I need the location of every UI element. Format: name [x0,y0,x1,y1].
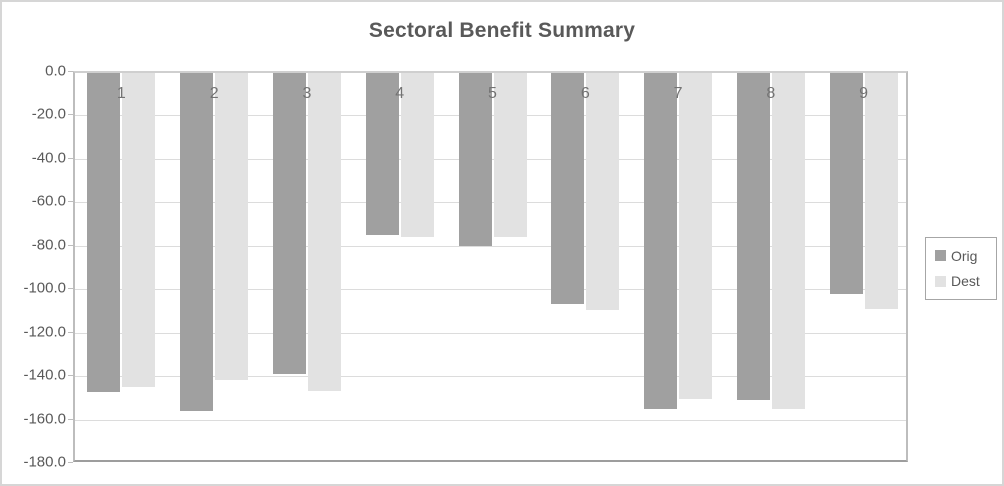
category-label-9: 9 [859,85,869,102]
y-axis-tick-label: -140.0 [23,366,66,384]
y-axis-tick [68,114,73,116]
bar-orig-3[interactable] [272,73,306,374]
bar-dest-4[interactable] [400,73,434,237]
bar-dest-1[interactable] [122,73,156,387]
legend[interactable]: Orig Dest [925,237,997,300]
y-axis-tick [68,157,73,159]
bar-orig-8[interactable] [736,73,770,400]
category-label-4: 4 [395,85,405,102]
y-axis-tick [68,375,73,377]
bar-dest-9[interactable] [864,73,898,309]
legend-item-orig[interactable]: Orig [935,248,996,264]
bar-dest-7[interactable] [679,73,713,399]
category-label-7: 7 [673,85,683,102]
y-axis-tick-label: -60.0 [31,192,66,210]
legend-marker-orig [935,250,946,262]
bar-orig-2[interactable] [180,73,214,411]
bar-orig-7[interactable] [644,73,678,409]
y-axis-tick-label: -20.0 [31,105,66,123]
y-axis-tick-label: -120.0 [23,323,66,341]
category-label-2: 2 [209,85,219,102]
category-label-3: 3 [302,85,312,102]
y-axis-tick [68,418,73,420]
y-axis-tick [68,201,73,203]
legend-label-dest: Dest [951,273,980,290]
gridline [75,289,906,291]
bar-orig-6[interactable] [551,73,585,305]
legend-label-orig: Orig [951,247,978,264]
bar-dest-2[interactable] [215,73,249,381]
y-axis-tick-label: -40.0 [31,149,66,167]
category-label-8: 8 [766,85,776,102]
y-axis-tick [68,288,73,290]
category-label-6: 6 [580,85,590,102]
category-label-5: 5 [488,85,497,102]
bar-orig-4[interactable] [365,73,399,235]
bar-dest-3[interactable] [307,73,341,392]
y-axis-tick [68,244,73,246]
category-label-1: 1 [116,85,126,102]
bar-orig-5[interactable] [458,73,492,246]
bar-dest-8[interactable] [771,73,805,409]
y-axis-tick-label: 0.0 [45,62,66,80]
legend-marker-dest [935,275,946,287]
bar-orig-9[interactable] [829,73,863,294]
bar-dest-6[interactable] [586,73,620,310]
y-axis-tick-label: -80.0 [31,236,66,254]
gridline [75,245,906,247]
plot-area: 1 2 3 4 5 6 7 8 9 [73,71,908,462]
gridline [75,332,906,334]
gridline [75,419,906,421]
y-axis-tick [68,462,73,463]
legend-item-dest[interactable]: Dest [935,273,996,289]
y-axis-tick-label: -100.0 [23,279,66,297]
chart-title: Sectoral Benefit Summary [368,19,636,42]
y-axis-tick-label: -180.0 [23,453,66,471]
y-axis-tick [68,331,73,333]
y-axis-tick [68,71,73,72]
y-axis-tick-label: -160.0 [23,410,66,428]
gridline [75,376,906,378]
bar-orig-1[interactable] [87,73,121,393]
bar-dest-5[interactable] [493,73,527,237]
